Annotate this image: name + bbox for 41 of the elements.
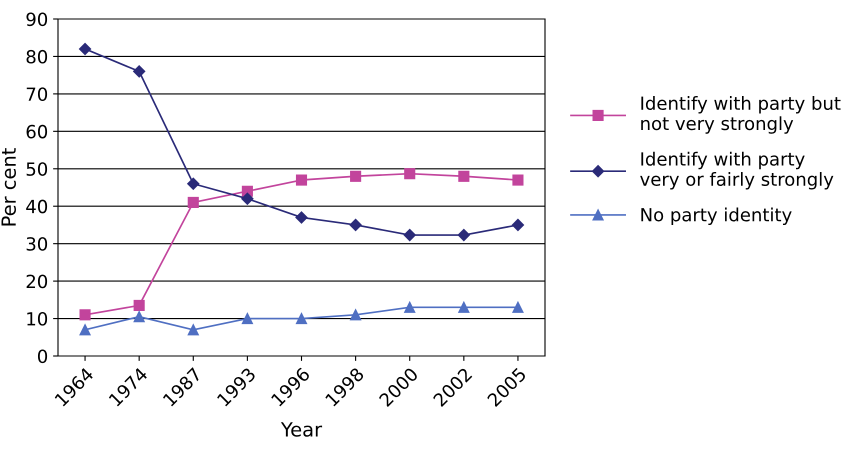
point [458, 302, 470, 313]
point [350, 309, 362, 320]
y-tick-label: 60 [26, 124, 48, 138]
point [512, 174, 524, 186]
point [242, 313, 253, 324]
point [458, 170, 470, 182]
point [350, 218, 362, 232]
point [134, 311, 145, 322]
point [188, 196, 199, 208]
point [241, 192, 254, 205]
point [133, 65, 146, 78]
point [350, 170, 362, 182]
point [80, 324, 91, 336]
legend-label: Identify with party but not very strongly [641, 96, 841, 134]
point [404, 228, 416, 242]
legend-label: No party identity [641, 208, 792, 226]
legend-label: Identify with party very or fairly strongly [640, 152, 834, 190]
y-tick-label: 90 [26, 12, 48, 26]
point [134, 300, 145, 312]
point [187, 178, 200, 190]
point [512, 218, 524, 232]
point [296, 313, 308, 324]
y-tick-label: 70 [26, 87, 48, 102]
y-tick-label: 40 [26, 200, 48, 214]
point [404, 302, 416, 313]
y-tick-label: 80 [26, 50, 48, 64]
y-tick-label: 30 [26, 237, 48, 251]
point [296, 174, 308, 186]
point [404, 168, 416, 180]
y-tick-label: 0 [38, 349, 48, 364]
point [80, 309, 91, 320]
point [512, 302, 524, 313]
point [78, 42, 92, 56]
y-tick-label: 20 [26, 274, 48, 288]
x-axis-title: Year [280, 422, 322, 437]
point [188, 324, 199, 336]
point [458, 228, 470, 242]
y-tick-label: 10 [27, 312, 48, 326]
y-tick-label: 50 [26, 162, 48, 176]
point [295, 211, 308, 224]
y-axis-title: Per cent [2, 148, 16, 226]
